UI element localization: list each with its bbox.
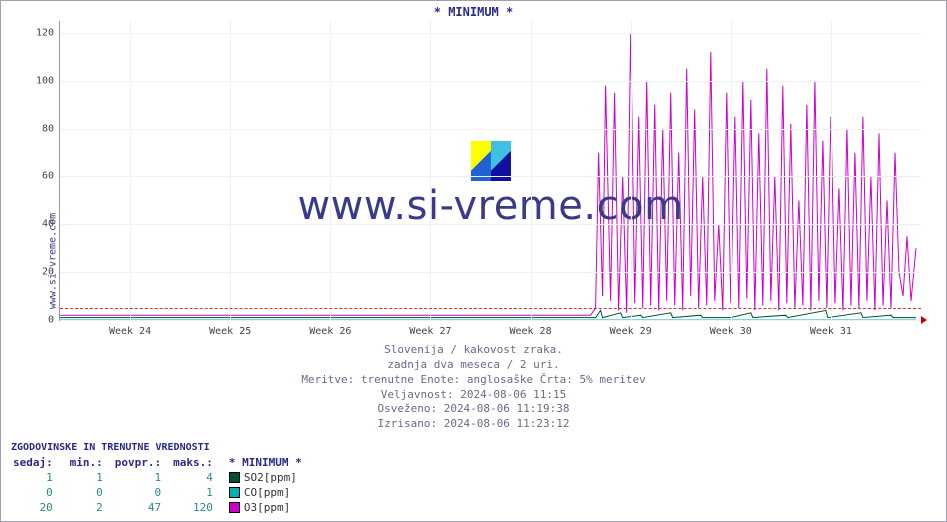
xtick-label: Week 28 xyxy=(509,320,551,337)
table-row: 1114SO2[ppm] xyxy=(11,470,312,485)
gridline-h xyxy=(60,224,921,225)
chart-metadata: Slovenija / kakovost zraka. zadnja dva m… xyxy=(1,343,946,432)
ytick-label: 40 xyxy=(42,219,60,230)
cell-avg: 47 xyxy=(113,500,171,515)
table-header-row: sedaj: min.: povpr.: maks.: * MINIMUM * xyxy=(11,455,312,470)
legend-swatch-icon xyxy=(229,502,240,513)
meta-line-settings: Meritve: trenutne Enote: anglosaške Črta… xyxy=(1,373,946,388)
chart-plot-area: www.si-vreme.com 020406080100120Week 24W… xyxy=(59,21,921,321)
meta-line-refreshed: Osveženo: 2024-08-06 11:19:38 xyxy=(1,402,946,417)
legend-label: SO2[ppm] xyxy=(244,471,297,484)
cell-max: 1 xyxy=(171,485,223,500)
gridline-v xyxy=(130,21,131,320)
series-SO2[ppm] xyxy=(60,310,916,317)
xtick-label: Week 26 xyxy=(309,320,351,337)
table-row: 20247120 O3[ppm] xyxy=(11,500,312,515)
cell-now: 0 xyxy=(11,485,63,500)
reference-line xyxy=(60,308,921,309)
cell-avg: 1 xyxy=(113,470,171,485)
col-min: min.: xyxy=(63,455,113,470)
meta-line-drawn: Izrisano: 2024-08-06 11:23:12 xyxy=(1,417,946,432)
legend-swatch-icon xyxy=(229,487,240,498)
stats-table-body: 1114SO2[ppm]0001CO[ppm]20247120O3[ppm] xyxy=(11,470,312,515)
gridline-v xyxy=(731,21,732,320)
table-row: 0001CO[ppm] xyxy=(11,485,312,500)
meta-line-validity: Veljavnost: 2024-08-06 11:15 xyxy=(1,388,946,403)
meta-line-range: zadnja dva meseca / 2 uri. xyxy=(1,358,946,373)
cell-legend: O3[ppm] xyxy=(223,500,312,515)
legend-label: O3[ppm] xyxy=(244,501,290,514)
gridline-h xyxy=(60,129,921,130)
xtick-label: Week 31 xyxy=(810,320,852,337)
gridline-v xyxy=(230,21,231,320)
cell-legend: CO[ppm] xyxy=(223,485,312,500)
legend-swatch-icon xyxy=(229,472,240,483)
cell-min: 0 xyxy=(63,485,113,500)
chart-svg xyxy=(60,21,921,320)
gridline-v xyxy=(430,21,431,320)
cell-legend: SO2[ppm] xyxy=(223,470,312,485)
gridline-v xyxy=(330,21,331,320)
col-legend: * MINIMUM * xyxy=(223,455,312,470)
gridline-h xyxy=(60,33,921,34)
meta-line-location: Slovenija / kakovost zraka. xyxy=(1,343,946,358)
cell-min: 2 xyxy=(63,500,113,515)
gridline-h xyxy=(60,81,921,82)
cell-avg: 0 xyxy=(113,485,171,500)
ytick-label: 0 xyxy=(48,315,60,326)
chart-title: * MINIMUM * xyxy=(1,5,946,19)
cell-now: 1 xyxy=(11,470,63,485)
cell-min: 1 xyxy=(63,470,113,485)
gridline-h xyxy=(60,272,921,273)
x-axis-arrow-icon xyxy=(921,316,927,324)
xtick-label: Week 30 xyxy=(710,320,752,337)
xtick-label: Week 24 xyxy=(109,320,151,337)
cell-now: 20 xyxy=(11,500,63,515)
gridline-v xyxy=(531,21,532,320)
gridline-h xyxy=(60,176,921,177)
col-now: sedaj: xyxy=(11,455,63,470)
ytick-label: 80 xyxy=(42,123,60,134)
ytick-label: 20 xyxy=(42,267,60,278)
legend-label: CO[ppm] xyxy=(244,486,290,499)
ytick-label: 100 xyxy=(36,75,60,86)
col-max: maks.: xyxy=(171,455,223,470)
cell-max: 4 xyxy=(171,470,223,485)
xtick-label: Week 27 xyxy=(409,320,451,337)
gridline-h xyxy=(60,320,921,321)
xtick-label: Week 25 xyxy=(209,320,251,337)
ytick-label: 120 xyxy=(36,27,60,38)
gridline-v xyxy=(631,21,632,320)
cell-max: 120 xyxy=(171,500,223,515)
col-avg: povpr.: xyxy=(113,455,171,470)
ytick-label: 60 xyxy=(42,171,60,182)
xtick-label: Week 29 xyxy=(610,320,652,337)
gridline-v xyxy=(831,21,832,320)
stats-table-title: ZGODOVINSKE IN TRENUTNE VREDNOSTI xyxy=(11,442,312,453)
stats-table: sedaj: min.: povpr.: maks.: * MINIMUM * … xyxy=(11,455,312,515)
stats-table-block: ZGODOVINSKE IN TRENUTNE VREDNOSTI sedaj:… xyxy=(11,442,312,515)
